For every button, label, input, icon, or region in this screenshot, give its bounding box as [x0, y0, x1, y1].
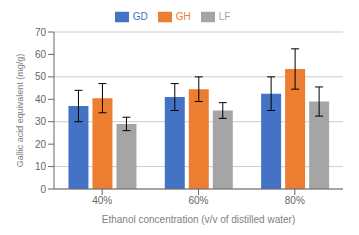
svg-text:Gallic acid equivalent (mg/g): Gallic acid equivalent (mg/g)	[15, 54, 25, 168]
svg-text:40%: 40%	[92, 195, 112, 206]
html-text:GD: GD	[132, 10, 148, 22]
svg-text:50: 50	[35, 71, 47, 82]
svg-text:30: 30	[35, 116, 47, 127]
svg-text:60: 60	[35, 49, 47, 60]
svg-text:0: 0	[40, 184, 46, 195]
html-text:GH: GH	[175, 10, 191, 22]
svg-text:Ethanol concentration (v/v of: Ethanol concentration (v/v of distilled …	[102, 214, 295, 225]
svg-text:40: 40	[35, 94, 47, 105]
svg-text:10: 10	[35, 161, 47, 172]
svg-text:60%: 60%	[188, 195, 208, 206]
html-text:LF: LF	[218, 10, 231, 22]
svg-text:80%: 80%	[285, 195, 305, 206]
svg-text:20: 20	[35, 139, 47, 150]
svg-text:70: 70	[35, 27, 47, 38]
